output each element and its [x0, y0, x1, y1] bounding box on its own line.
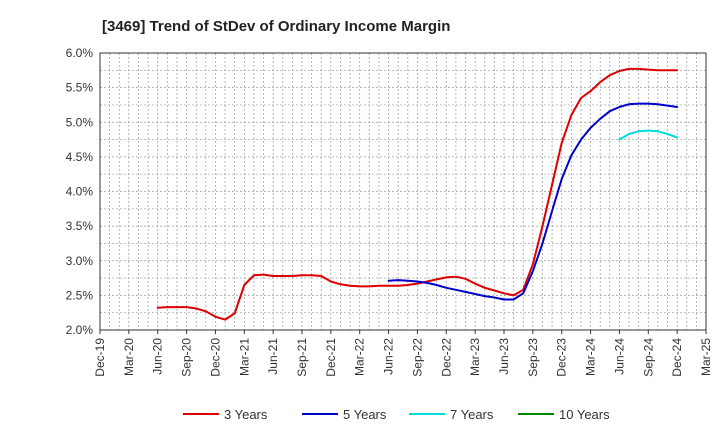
legend: 3 Years 5 Years 7 Years 10 Years [183, 407, 610, 422]
x-tick-label: Sep-20 [180, 338, 194, 377]
y-tick-label: 3.5% [66, 219, 94, 233]
y-tick-label: 5.5% [66, 81, 94, 95]
x-tick-label: Mar-23 [468, 338, 482, 376]
x-tick-label: Mar-24 [584, 338, 598, 376]
x-tick-label: Dec-23 [555, 338, 569, 377]
x-tick-label: Dec-22 [439, 338, 453, 377]
y-tick-label: 4.0% [66, 185, 94, 199]
x-tick-label: Jun-20 [151, 338, 165, 375]
legend-label: 3 Years [224, 407, 268, 422]
legend-label: 7 Years [450, 407, 494, 422]
series-line-7-years [618, 129, 679, 141]
x-tick-label: Sep-23 [526, 338, 540, 377]
series-line-5-years [387, 102, 679, 301]
y-tick-label: 6.0% [66, 46, 94, 60]
x-tick-label: Dec-19 [93, 338, 107, 377]
y-tick-label: 2.5% [66, 288, 94, 302]
x-tick-label: Mar-21 [237, 338, 251, 376]
x-tick-label: Mar-20 [122, 338, 136, 376]
x-tick-label: Sep-21 [295, 338, 309, 377]
y-tick-label: 5.0% [66, 115, 94, 129]
grid [100, 53, 706, 330]
legend-label: 5 Years [343, 407, 387, 422]
x-tick-label: Sep-24 [641, 338, 655, 377]
x-tick-label: Dec-21 [324, 338, 338, 377]
plot-frame [99, 52, 707, 331]
y-tick-label: 2.0% [66, 323, 94, 337]
y-tick-label: 4.5% [66, 150, 94, 164]
x-tick-label: Mar-25 [699, 338, 713, 376]
x-tick-label: Jun-24 [612, 338, 626, 375]
x-axis-ticks: Dec-19 Mar-20 Jun-20 Sep-20 Dec-20 Mar-21 Jun-… [93, 330, 713, 377]
legend-label: 10 Years [559, 407, 610, 422]
x-tick-label: Jun-21 [266, 338, 280, 375]
series-line-3-years [156, 67, 679, 321]
y-tick-label: 3.0% [66, 254, 94, 268]
x-tick-label: Dec-20 [208, 338, 222, 377]
chart-title: [3469] Trend of StDev of Ordinary Income… [102, 18, 450, 35]
x-tick-label: Sep-22 [410, 338, 424, 377]
x-tick-label: Mar-22 [353, 338, 367, 376]
y-axis-ticks: 2.0% 2.5% 3.0% 3.5% 4.0% 4.5% 5.0% 5.5% 6.0% [66, 46, 94, 337]
series-lines [156, 67, 679, 321]
x-tick-label: Jun-22 [382, 338, 396, 375]
x-tick-label: Dec-24 [670, 338, 684, 377]
x-tick-label: Jun-23 [497, 338, 511, 375]
